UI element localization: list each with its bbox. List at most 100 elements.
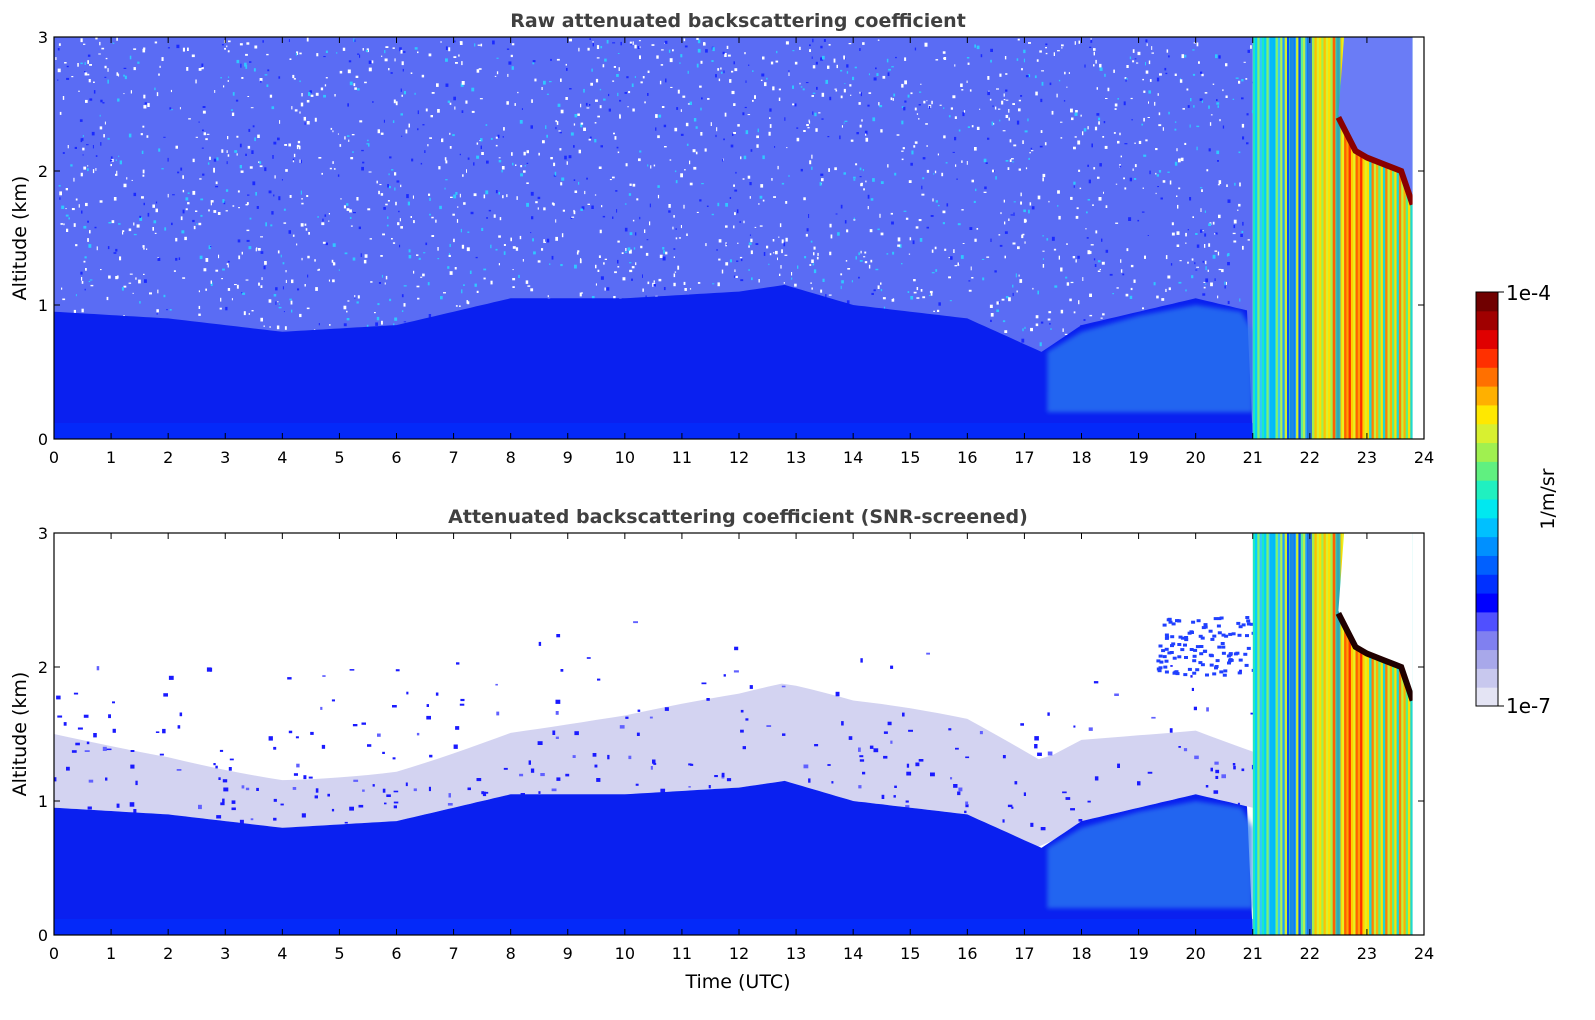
- noise-speck: [943, 57, 947, 60]
- precip-stripe: [1277, 37, 1281, 439]
- screened-speck: [958, 787, 963, 792]
- noise-speck: [447, 100, 450, 103]
- x-tick-label: 22: [1300, 448, 1320, 467]
- noise-speck: [436, 83, 439, 87]
- heatmap-screened: [54, 533, 1424, 935]
- noise-speck: [705, 243, 707, 247]
- noise-speck: [639, 150, 642, 153]
- noise-speck: [646, 239, 649, 241]
- noise-speck: [675, 237, 678, 240]
- noise-speck: [1204, 244, 1206, 248]
- noise-speck: [1129, 177, 1132, 182]
- noise-speck: [393, 323, 395, 327]
- noise-speck: [711, 213, 714, 216]
- noise-speck: [855, 163, 858, 166]
- screened-speck: [392, 705, 397, 708]
- noise-speck: [480, 145, 482, 150]
- noise-speck: [1233, 224, 1236, 229]
- noise-speck: [1090, 244, 1094, 246]
- noise-speck: [80, 172, 83, 177]
- noise-speck: [463, 284, 465, 286]
- precip-stripe: [1316, 37, 1320, 439]
- noise-speck: [910, 92, 913, 95]
- noise-speck: [1227, 253, 1230, 256]
- noise-speck: [306, 195, 309, 197]
- noise-speck: [1158, 112, 1161, 116]
- screened-speck: [393, 805, 397, 809]
- noise-speck: [478, 68, 482, 70]
- noise-speck: [196, 223, 198, 225]
- noise-speck: [573, 210, 576, 215]
- noise-speck: [1131, 119, 1133, 121]
- noise-speck: [933, 173, 935, 175]
- noise-speck: [722, 51, 725, 55]
- noise-speck: [858, 252, 860, 256]
- screened-speck: [176, 769, 182, 771]
- noise-speck: [809, 44, 811, 47]
- noise-speck: [1168, 55, 1170, 58]
- noise-speck: [322, 241, 326, 244]
- screened-speck: [555, 699, 561, 704]
- noise-speck: [205, 288, 207, 291]
- noise-speck: [930, 291, 933, 296]
- noise-speck: [133, 233, 137, 236]
- noise-speck: [473, 162, 475, 166]
- noise-speck: [368, 143, 370, 147]
- x-tick-label: 5: [334, 448, 344, 467]
- noise-speck: [1174, 121, 1177, 123]
- noise-speck: [387, 216, 389, 219]
- noise-speck: [1218, 214, 1221, 219]
- noise-speck: [1089, 46, 1092, 48]
- precip-stripe: [1284, 37, 1288, 439]
- screened-speck: [393, 790, 399, 793]
- noise-speck: [903, 106, 906, 111]
- colorbar-gradient: [1476, 291, 1504, 707]
- noise-speck: [84, 71, 86, 73]
- noise-speck: [394, 187, 396, 191]
- noise-speck: [454, 106, 456, 110]
- colorbar-segment: [1476, 499, 1498, 519]
- noise-speck: [1134, 58, 1137, 60]
- noise-speck: [982, 277, 985, 281]
- noise-speck: [331, 259, 334, 263]
- noise-speck: [748, 64, 750, 66]
- noise-speck: [758, 203, 760, 205]
- screened-speck: [540, 773, 545, 777]
- noise-speck: [408, 255, 412, 259]
- noise-speck: [629, 41, 632, 44]
- noise-speck: [271, 211, 274, 215]
- noise-speck: [561, 177, 565, 181]
- noise-speck: [742, 178, 745, 180]
- noise-speck: [519, 120, 523, 124]
- noise-speck: [277, 137, 280, 141]
- x-axis-label: Time (UTC): [684, 971, 790, 993]
- screened-speck: [213, 763, 216, 766]
- noise-speck: [756, 144, 759, 148]
- noise-speck: [338, 269, 340, 271]
- noise-speck: [330, 127, 333, 130]
- noise-speck: [712, 47, 715, 52]
- noise-speck: [348, 60, 352, 63]
- noise-speck: [381, 55, 383, 57]
- noise-speck: [1123, 101, 1126, 106]
- noise-speck: [334, 94, 336, 97]
- noise-speck: [1114, 108, 1117, 110]
- noise-speck: [934, 246, 937, 250]
- noise-speck: [337, 133, 339, 135]
- screened-speck: [1249, 622, 1254, 626]
- noise-speck: [592, 43, 594, 47]
- noise-speck: [976, 45, 980, 50]
- noise-speck: [1112, 293, 1114, 295]
- noise-speck: [733, 225, 735, 229]
- x-tick-label: 23: [1357, 448, 1377, 467]
- noise-speck: [421, 74, 425, 78]
- noise-speck: [877, 39, 880, 41]
- noise-speck: [971, 179, 974, 183]
- precip-stripe: [1296, 533, 1299, 935]
- noise-speck: [1242, 221, 1244, 226]
- precip-stripe: [1332, 37, 1336, 439]
- noise-speck: [354, 87, 357, 90]
- noise-speck: [115, 276, 118, 280]
- precip-stripe: [1298, 37, 1302, 439]
- screened-speck: [1172, 656, 1177, 660]
